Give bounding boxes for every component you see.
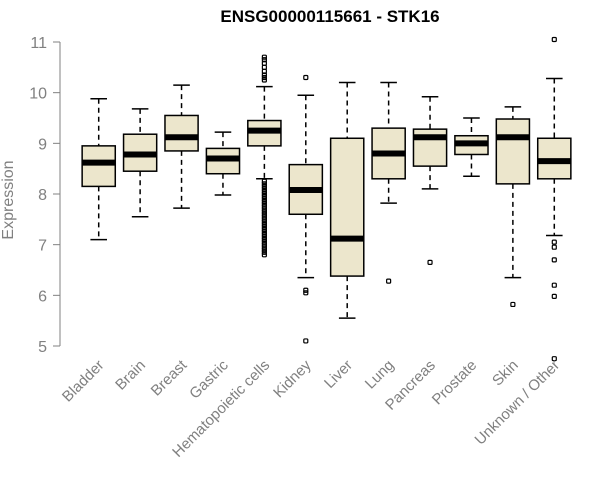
outlier-point [261, 201, 267, 207]
outlier-point [261, 209, 267, 215]
outlier-point [261, 191, 267, 197]
box-group-7 [371, 81, 406, 284]
outlier-point [261, 178, 267, 184]
y-axis: 5 6 7 8 9 10 11 [29, 35, 61, 356]
box-iqr [81, 145, 117, 188]
x-tick-label: Bladder [59, 357, 108, 406]
outlier-point [261, 54, 267, 60]
outlier-point [261, 231, 267, 238]
outlier-point [261, 247, 267, 253]
outlier-point [261, 77, 267, 83]
x-tick-label: Skin [489, 357, 522, 390]
y-tick-label: 7 [38, 238, 47, 255]
outlier-point [261, 219, 267, 225]
outlier-point [261, 193, 267, 200]
outlier-point [303, 338, 309, 344]
box-group-4 [247, 54, 282, 258]
outlier-point [261, 196, 267, 202]
outlier-point [386, 278, 392, 284]
outlier-point [427, 259, 433, 265]
outlier-point [261, 242, 267, 248]
outlier-point [551, 293, 557, 299]
outlier-point [551, 282, 557, 288]
box-iqr [495, 118, 531, 185]
outlier-point [261, 229, 267, 235]
x-tick-label: Prostate [429, 357, 481, 409]
outlier-point [261, 186, 267, 192]
outlier-point [261, 204, 267, 210]
box-group-3 [205, 131, 241, 196]
outlier-point [261, 244, 267, 250]
box-group-5 [288, 74, 324, 344]
box-group-1 [122, 108, 158, 218]
box-group-11 [536, 36, 572, 362]
outlier-point [551, 239, 557, 245]
y-tick-label: 10 [29, 86, 47, 103]
outlier-point [261, 234, 267, 240]
outlier-point [303, 290, 309, 296]
box-group-2 [164, 84, 199, 209]
outlier-point [261, 206, 267, 212]
outlier-point [551, 244, 557, 250]
outlier-point [261, 68, 267, 74]
outlier-point [261, 252, 267, 258]
box-iqr [164, 114, 199, 152]
outlier-point [261, 74, 267, 81]
outlier-point [551, 36, 557, 43]
outlier-point [551, 257, 557, 263]
outlier-point [261, 199, 267, 205]
outlier-point [261, 214, 267, 220]
outlier-point [261, 224, 267, 230]
box-group-6 [329, 81, 365, 319]
outlier-point [510, 301, 516, 308]
x-tick-label: Breast [148, 356, 191, 399]
box-group-8 [412, 95, 448, 265]
boxplot-series [81, 36, 572, 362]
outlier-point [261, 226, 267, 233]
box-group-0 [81, 97, 117, 241]
y-tick-label: 6 [38, 288, 47, 305]
outlier-point [261, 188, 267, 195]
outlier-point [261, 249, 267, 255]
chart-title: ENSG00000115661 - STK16 [220, 7, 439, 26]
outlier-point [261, 237, 267, 243]
outlier-point [303, 74, 309, 81]
outlier-point [261, 221, 267, 227]
outlier-point [261, 181, 267, 187]
outlier-point [261, 211, 267, 217]
y-tick-label: 5 [38, 339, 47, 356]
x-tick-label: Liver [321, 357, 356, 392]
x-tick-label: Brain [112, 357, 149, 394]
outlier-point [261, 183, 267, 189]
box-group-9 [454, 117, 489, 178]
outlier-point [261, 64, 267, 70]
outlier-point [261, 216, 267, 222]
y-tick-label: 8 [38, 187, 47, 204]
outlier-point [303, 287, 309, 293]
y-tick-label: 11 [30, 35, 47, 52]
outlier-point [261, 239, 267, 245]
y-axis-label: Expression [0, 160, 17, 239]
y-tick-label: 9 [38, 136, 47, 153]
box-group-10 [495, 106, 531, 308]
outlier-point [551, 356, 557, 362]
box-iqr [329, 137, 365, 277]
outlier-point [261, 57, 267, 63]
x-tick-label: Kidney [270, 356, 315, 401]
x-tick-label: Lung [362, 357, 398, 393]
